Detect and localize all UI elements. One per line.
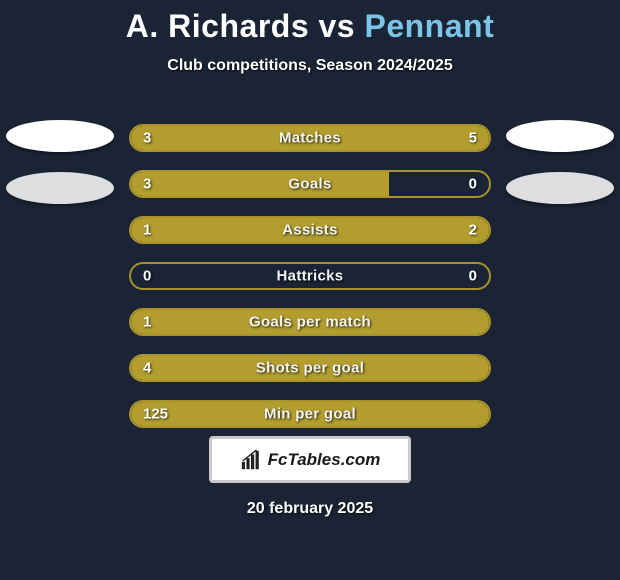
stat-value-left: 4	[143, 360, 151, 377]
stat-label: Goals per match	[249, 314, 371, 331]
brand-logo-icon	[240, 449, 262, 471]
stat-label: Shots per goal	[256, 360, 364, 377]
stats-container: 3 5 Matches 3 0 Goals 1 2 Assists 0 0 Hattricks 1 Goa…	[129, 124, 491, 446]
player1-name: A. Richards	[126, 8, 309, 44]
stat-label: Goals	[288, 176, 331, 193]
subtitle: Club competitions, Season 2024/2025	[0, 57, 620, 75]
comparison-title: A. Richards vs Pennant	[0, 0, 620, 45]
stat-value-right: 2	[469, 222, 477, 239]
player2-badge-2	[506, 172, 614, 204]
stat-value-left: 0	[143, 268, 151, 285]
stat-row: 3 0 Goals	[129, 170, 491, 198]
stat-value-left: 1	[143, 314, 151, 331]
stat-label: Matches	[279, 130, 341, 147]
stat-value-left: 3	[143, 130, 151, 147]
stat-value-left: 1	[143, 222, 151, 239]
stat-row: 4 Shots per goal	[129, 354, 491, 382]
stat-row: 1 2 Assists	[129, 216, 491, 244]
stat-bar-left	[131, 172, 389, 196]
stat-value-right: 5	[469, 130, 477, 147]
vs-text: vs	[319, 8, 356, 44]
stat-row: 3 5 Matches	[129, 124, 491, 152]
stat-row: 125 Min per goal	[129, 400, 491, 428]
stat-label: Min per goal	[264, 406, 356, 423]
player1-badge-2	[6, 172, 114, 204]
stat-label: Assists	[282, 222, 337, 239]
stat-row: 0 0 Hattricks	[129, 262, 491, 290]
stat-row: 1 Goals per match	[129, 308, 491, 336]
player1-badge-1	[6, 120, 114, 152]
stat-value-right: 0	[469, 176, 477, 193]
stat-value-left: 125	[143, 406, 168, 423]
stat-value-right: 0	[469, 268, 477, 285]
player2-badge-1	[506, 120, 614, 152]
brand-text: FcTables.com	[268, 450, 381, 470]
player2-name: Pennant	[364, 8, 494, 44]
stat-value-left: 3	[143, 176, 151, 193]
brand-box: FcTables.com	[209, 436, 411, 483]
footer-date: 20 february 2025	[0, 500, 620, 518]
stat-label: Hattricks	[277, 268, 344, 285]
